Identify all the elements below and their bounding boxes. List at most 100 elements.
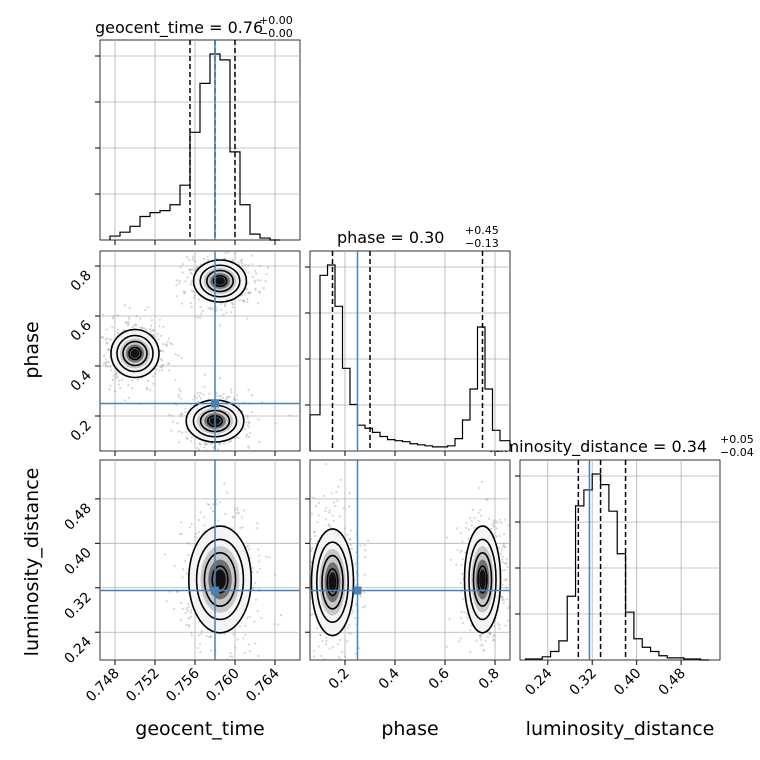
sample-point bbox=[354, 562, 357, 565]
sample-point bbox=[496, 622, 500, 625]
sample-point bbox=[106, 342, 109, 345]
sample-point bbox=[210, 649, 213, 652]
sample-point bbox=[237, 261, 240, 264]
sample-point bbox=[339, 657, 342, 660]
sample-point bbox=[251, 263, 254, 266]
x-tick-label: 0.760 bbox=[203, 666, 243, 706]
sample-point bbox=[462, 597, 465, 601]
sample-point bbox=[186, 276, 189, 279]
sample-point bbox=[225, 491, 229, 494]
sample-point bbox=[347, 632, 350, 635]
sample-point bbox=[253, 279, 256, 282]
sample-point bbox=[508, 526, 510, 529]
sample-point bbox=[350, 608, 354, 611]
sample-point bbox=[185, 436, 189, 440]
sample-point bbox=[226, 396, 229, 399]
sample-point bbox=[104, 363, 107, 366]
sample-point bbox=[258, 440, 261, 444]
sample-point bbox=[190, 634, 193, 637]
sample-point bbox=[338, 515, 341, 518]
sample-point bbox=[230, 655, 234, 658]
sample-point bbox=[325, 639, 328, 643]
sample-point bbox=[488, 632, 492, 635]
sample-point bbox=[310, 512, 314, 515]
sample-point bbox=[217, 519, 220, 522]
sample-point bbox=[251, 571, 254, 574]
sample-point bbox=[160, 349, 163, 352]
sample-point bbox=[498, 627, 501, 630]
sample-point bbox=[193, 296, 196, 300]
histogram-phase bbox=[309, 264, 511, 451]
sample-point bbox=[258, 264, 261, 268]
sample-point bbox=[149, 388, 152, 391]
panel-luminosity_distance-vs-phase: 0.2 0.4 0.6 0.8 bbox=[305, 459, 511, 693]
sample-point bbox=[185, 572, 189, 575]
sample-point bbox=[159, 357, 163, 361]
sample-point bbox=[230, 302, 233, 305]
sample-point bbox=[228, 395, 231, 398]
sample-point bbox=[247, 422, 250, 425]
sample-point bbox=[231, 303, 234, 306]
contour bbox=[203, 551, 237, 607]
sample-point bbox=[227, 251, 230, 254]
sample-point bbox=[219, 394, 222, 397]
sample-point bbox=[208, 636, 211, 639]
sample-point bbox=[246, 616, 249, 619]
sample-point bbox=[253, 269, 257, 272]
sample-point bbox=[108, 388, 111, 391]
sample-point bbox=[467, 537, 470, 540]
ylabel-phase: phase bbox=[21, 321, 43, 378]
sample-point bbox=[160, 364, 164, 367]
sample-point bbox=[238, 404, 241, 407]
sample-point bbox=[479, 508, 482, 511]
y-tick-label: 0.8 bbox=[68, 268, 95, 295]
sample-point bbox=[313, 655, 316, 658]
sample-point bbox=[167, 369, 171, 372]
sample-point bbox=[166, 340, 169, 343]
sample-point bbox=[254, 598, 258, 601]
sample-point bbox=[209, 506, 213, 510]
y-tick-label: 0.48 bbox=[61, 500, 94, 533]
x-tick-label: 0.48 bbox=[656, 666, 689, 699]
sample-point bbox=[116, 328, 119, 331]
sample-point bbox=[211, 307, 215, 311]
sample-point bbox=[249, 453, 251, 455]
sample-point bbox=[249, 556, 252, 559]
sample-point bbox=[339, 638, 342, 642]
sample-point bbox=[224, 303, 227, 306]
sample-point bbox=[181, 568, 185, 571]
sample-point bbox=[123, 399, 127, 402]
sample-point bbox=[505, 558, 509, 561]
sample-point bbox=[500, 521, 503, 524]
sample-point bbox=[185, 607, 188, 610]
sample-point bbox=[238, 299, 242, 302]
sample-point bbox=[161, 342, 165, 346]
sample-point bbox=[256, 570, 259, 574]
sample-point bbox=[189, 526, 192, 529]
sample-point bbox=[111, 317, 115, 320]
sample-point bbox=[504, 624, 507, 627]
sample-point bbox=[313, 530, 317, 534]
sample-point bbox=[243, 300, 246, 303]
sample-point bbox=[192, 290, 195, 293]
sample-point bbox=[185, 256, 189, 259]
sample-point bbox=[481, 480, 484, 483]
sample-point bbox=[248, 426, 251, 429]
sample-point bbox=[460, 549, 463, 552]
sample-point bbox=[145, 328, 148, 331]
sample-point bbox=[177, 430, 181, 433]
sample-point bbox=[206, 258, 210, 262]
contour bbox=[206, 269, 235, 293]
sample-point bbox=[105, 328, 108, 331]
sample-point bbox=[247, 388, 250, 392]
sample-point bbox=[508, 605, 510, 608]
sample-point bbox=[193, 260, 197, 263]
sample-point bbox=[193, 294, 196, 297]
sample-point bbox=[203, 442, 207, 445]
sample-point bbox=[190, 631, 193, 635]
density-fill bbox=[130, 349, 140, 358]
panel-luminosity_distance-vs-geocent_time: 0.748 0.752 0.756 0.760 0.764 0.24 0.32 0.40 0.4… bbox=[61, 459, 301, 706]
sample-point bbox=[180, 532, 183, 535]
contour bbox=[463, 525, 502, 634]
sample-point bbox=[481, 633, 484, 636]
